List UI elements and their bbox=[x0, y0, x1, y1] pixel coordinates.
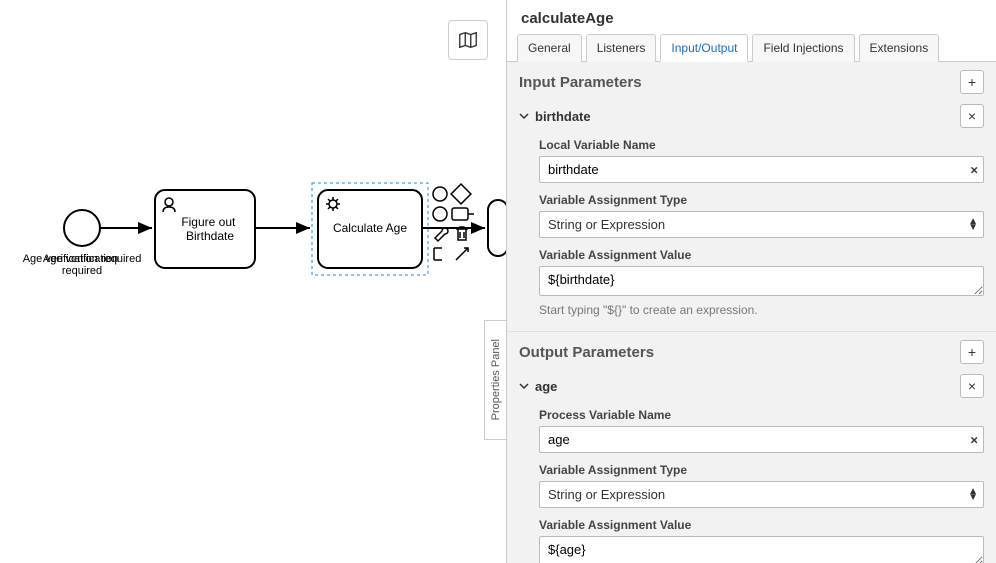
input-hint: Start typing "${}" to create an expressi… bbox=[539, 303, 984, 317]
pad-append-gateway-icon[interactable] bbox=[451, 184, 471, 204]
local-var-name-label: Local Variable Name bbox=[539, 138, 984, 152]
svg-text:Calculate Age: Calculate Age bbox=[333, 221, 407, 235]
input-entry-name: birthdate bbox=[535, 109, 591, 124]
pad-trash-icon[interactable] bbox=[456, 227, 468, 240]
tab-general[interactable]: General bbox=[517, 34, 582, 62]
pad-append-task-icon[interactable] bbox=[452, 208, 474, 220]
start-event[interactable] bbox=[64, 210, 100, 246]
remove-output-entry-button[interactable]: × bbox=[960, 374, 984, 398]
remove-input-entry-button[interactable]: × bbox=[960, 104, 984, 128]
input-entry-toggle[interactable]: birthdate bbox=[519, 109, 591, 124]
pad-append-event-icon[interactable] bbox=[433, 187, 447, 201]
properties-panel-toggle-label: Properties Panel bbox=[490, 339, 502, 420]
input-assign-value-input[interactable] bbox=[539, 266, 984, 296]
clear-local-var-button[interactable]: × bbox=[970, 162, 978, 177]
task-offscreen[interactable] bbox=[488, 200, 506, 256]
output-assign-value-input[interactable] bbox=[539, 536, 984, 563]
add-input-parameter-button[interactable]: + bbox=[960, 70, 984, 94]
proc-var-name-input[interactable] bbox=[539, 426, 984, 453]
select-caret-icon: ▲▼ bbox=[968, 219, 978, 231]
svg-text:Age verification requi: Age verification required bbox=[43, 253, 121, 277]
output-parameters-section: Output Parameters + age × Process Variab… bbox=[507, 332, 996, 563]
chevron-down-icon bbox=[519, 381, 529, 391]
panel-tabs: General Listeners Input/Output Field Inj… bbox=[507, 33, 996, 62]
properties-panel-toggle[interactable]: Properties Panel bbox=[484, 320, 506, 440]
context-pad bbox=[433, 184, 474, 260]
bpmn-canvas[interactable]: Age verification required Age verificati… bbox=[0, 0, 506, 563]
clear-proc-var-button[interactable]: × bbox=[970, 432, 978, 447]
pad-wrench-icon[interactable] bbox=[435, 228, 448, 241]
tab-input-output[interactable]: Input/Output bbox=[660, 34, 748, 62]
input-assign-type-label: Variable Assignment Type bbox=[539, 193, 984, 207]
output-assign-value-label: Variable Assignment Value bbox=[539, 518, 984, 532]
output-assign-type-select[interactable]: String or Expression bbox=[539, 481, 984, 508]
pad-append-end-event-icon[interactable] bbox=[433, 207, 447, 221]
output-assign-type-label: Variable Assignment Type bbox=[539, 463, 984, 477]
add-output-parameter-button[interactable]: + bbox=[960, 340, 984, 364]
pad-annotation-icon[interactable] bbox=[434, 248, 442, 260]
tab-extensions[interactable]: Extensions bbox=[859, 34, 940, 62]
local-var-name-input[interactable] bbox=[539, 156, 984, 183]
panel-title: calculateAge bbox=[507, 0, 996, 33]
pad-connect-icon[interactable] bbox=[456, 248, 468, 260]
input-assign-value-label: Variable Assignment Value bbox=[539, 248, 984, 262]
input-parameters-section: Input Parameters + birthdate × Local Var… bbox=[507, 62, 996, 332]
input-parameters-title: Input Parameters bbox=[519, 74, 642, 91]
svg-text:Figure out Birthdate: Figure out Birthdate bbox=[181, 215, 238, 243]
tab-listeners[interactable]: Listeners bbox=[586, 34, 657, 62]
proc-var-name-label: Process Variable Name bbox=[539, 408, 984, 422]
input-assign-type-select[interactable]: String or Expression bbox=[539, 211, 984, 238]
select-caret-icon: ▲▼ bbox=[968, 489, 978, 501]
tab-field-injections[interactable]: Field Injections bbox=[752, 34, 854, 62]
properties-panel: calculateAge General Listeners Input/Out… bbox=[506, 0, 996, 563]
output-entry-toggle[interactable]: age bbox=[519, 379, 557, 394]
output-parameters-title: Output Parameters bbox=[519, 344, 654, 361]
chevron-down-icon bbox=[519, 111, 529, 121]
output-entry-name: age bbox=[535, 379, 557, 394]
